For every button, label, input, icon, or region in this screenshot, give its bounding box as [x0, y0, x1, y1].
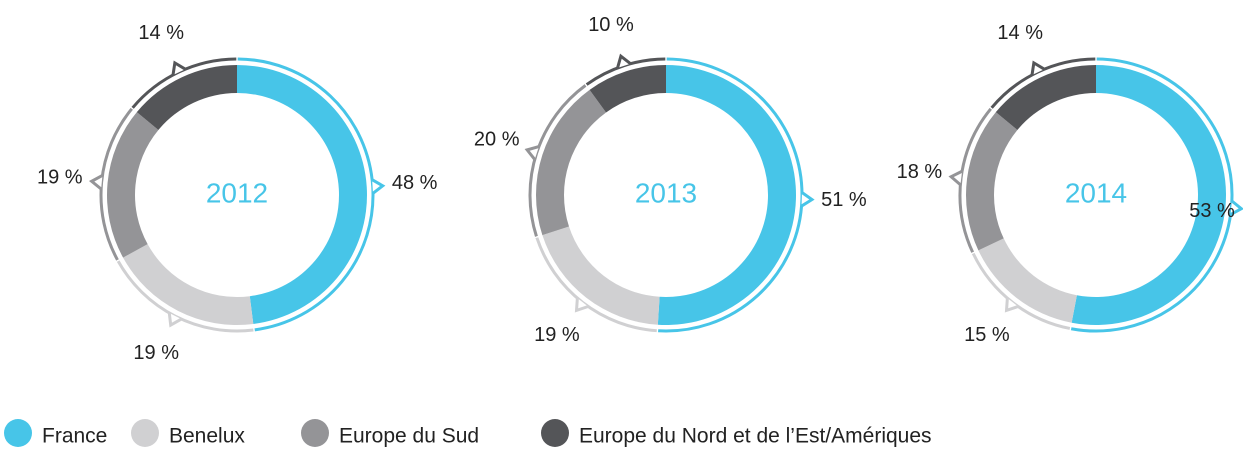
data-label: 19 %: [133, 342, 179, 364]
data-label: 51 %: [821, 189, 867, 211]
donut-segment: [978, 238, 1077, 323]
legend-label: France: [42, 425, 107, 448]
legend-swatch: [541, 419, 569, 447]
donut-segment: [107, 112, 159, 258]
outline-notch: [1030, 60, 1046, 76]
donut-segment: [536, 89, 607, 236]
donut-segment: [995, 65, 1096, 130]
legend-label: Benelux: [169, 425, 245, 448]
donut-center-title: 2014: [1065, 177, 1127, 208]
donut-segment: [589, 65, 666, 113]
donut-segment: [237, 65, 368, 324]
data-label: 15 %: [964, 324, 1010, 346]
donut-segment: [123, 244, 254, 325]
outline-notch: [1004, 298, 1019, 313]
legend-swatch: [131, 419, 159, 447]
outline-notch: [800, 191, 815, 208]
donut-segment: [966, 112, 1018, 251]
data-label: 14 %: [997, 22, 1043, 44]
outline-notch: [1229, 199, 1243, 216]
donut-center-title: 2012: [206, 177, 268, 208]
outline-notch: [167, 312, 183, 328]
data-label: 53 %: [1189, 200, 1235, 222]
data-label: 18 %: [897, 161, 943, 183]
outline-notch: [524, 145, 540, 161]
data-label: 19 %: [37, 167, 83, 189]
data-label: 48 %: [392, 172, 438, 194]
outline-notch: [371, 178, 386, 195]
legend-swatch: [4, 419, 32, 447]
data-label: 19 %: [534, 324, 580, 346]
legend-swatch: [301, 419, 329, 447]
outline-notch: [616, 53, 632, 69]
outline-notch: [574, 298, 589, 313]
data-label: 10 %: [588, 14, 634, 36]
outline-notch: [948, 169, 963, 186]
donut-segment: [657, 65, 797, 325]
donut-segment: [136, 65, 237, 130]
outline-notch: [171, 60, 187, 76]
outline-notch: [88, 174, 104, 191]
data-label: 20 %: [474, 128, 520, 150]
legend-label: Europe du Sud: [339, 425, 479, 448]
donut-center-title: 2013: [635, 177, 697, 208]
data-label: 14 %: [138, 22, 184, 44]
legend-label: Europe du Nord et de l’Est/Amériques: [579, 425, 932, 448]
donut-segment: [1071, 65, 1226, 325]
donut-segment: [542, 226, 660, 325]
